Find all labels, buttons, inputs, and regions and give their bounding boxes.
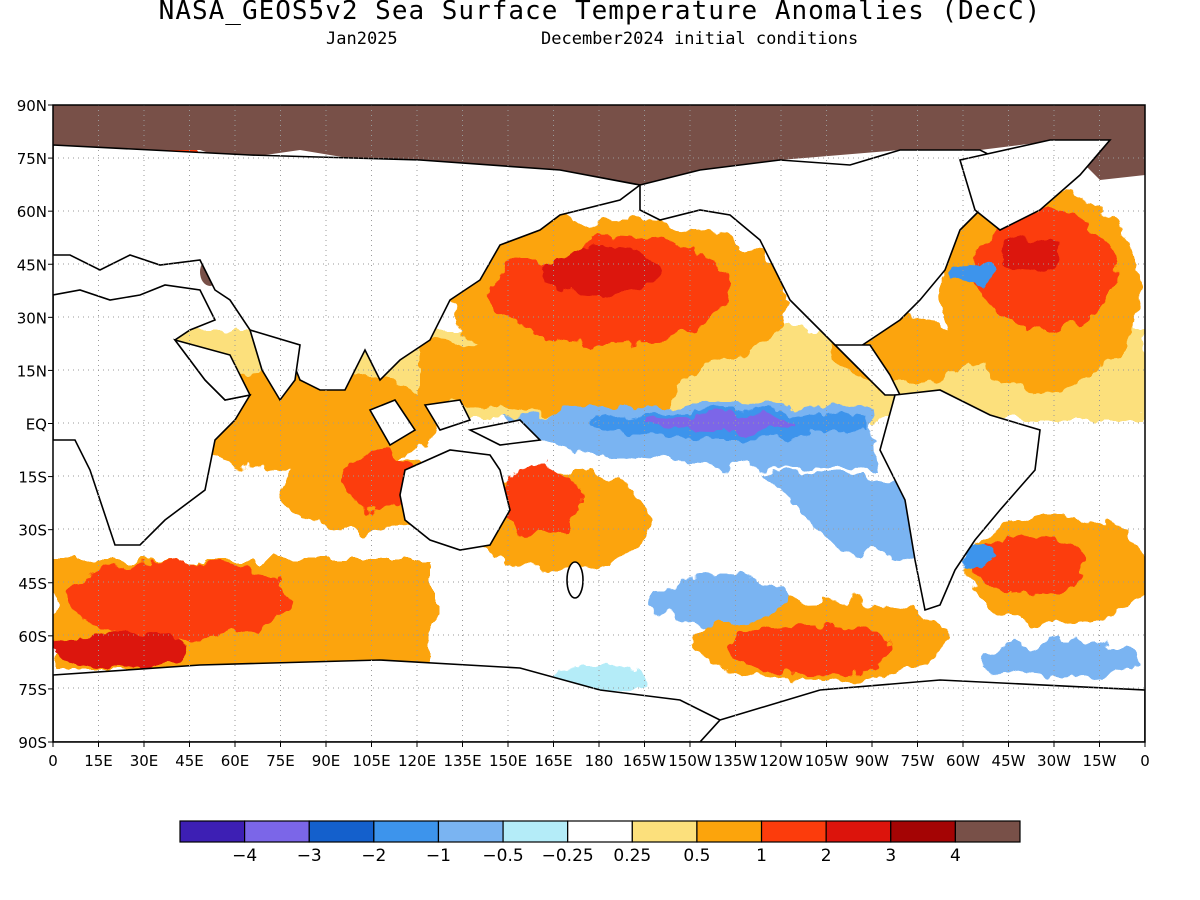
colorbar-swatch	[308, 820, 375, 843]
lat-tick-label: 60S	[18, 628, 47, 646]
lon-tick-label: 135E	[443, 752, 481, 770]
lat-tick-label: 15N	[17, 362, 47, 380]
colorbar-swatch	[373, 820, 440, 843]
indian-subcontinent	[248, 328, 301, 402]
lon-tick-label: 105W	[805, 752, 849, 770]
australia	[399, 449, 511, 551]
anomaly-field	[53, 105, 1145, 742]
lon-tick-label: 45W	[992, 752, 1026, 770]
colorbar-label: −2	[361, 846, 386, 866]
lon-tick-label: 135W	[714, 752, 758, 770]
latitude-axis: 90N 75N 60N 45N 30N 15N EQ 15S 30S 45S 60S 75S 90S	[17, 97, 53, 752]
lat-tick-label: 30N	[17, 309, 47, 327]
colorbar-swatch	[696, 820, 763, 843]
map-title: NASA_GEOS5v2 Sea Surface Temperature Ano…	[158, 0, 1042, 26]
lat-tick-label: 75S	[18, 681, 47, 699]
subtitle-initial-conditions: December2024 initial conditions	[541, 29, 859, 49]
lat-tick-label: 45N	[17, 256, 47, 274]
weddell-cool	[980, 642, 1140, 678]
colorbar-swatch	[437, 820, 504, 843]
lon-tick-label: 90W	[855, 752, 889, 770]
colorbar-label: −3	[297, 846, 322, 866]
north-atlantic-hot-core	[1000, 237, 1060, 273]
colorbar-swatch	[954, 820, 1021, 843]
colorbar-swatch	[890, 820, 956, 843]
colorbar-swatch	[179, 820, 246, 843]
lat-tick-label: EQ	[26, 416, 47, 434]
lat-tick-label: 90N	[17, 97, 47, 115]
lon-tick-label: 45E	[175, 752, 204, 770]
lon-tick-label: 180	[585, 752, 614, 770]
lon-tick-label: 60E	[221, 752, 250, 770]
colorbar-label: −0.5	[482, 846, 523, 866]
lat-tick-label: 45S	[18, 575, 47, 593]
colorbar-label: −4	[232, 846, 257, 866]
south-atlantic-cold-patch	[966, 545, 994, 565]
colorbar-label: 0.5	[683, 846, 710, 866]
colorbar-label: 1	[756, 846, 767, 866]
subtitle-valid-month: Jan2025	[326, 29, 398, 49]
lon-tick-label: 0	[1140, 752, 1150, 770]
lon-tick-label: 15W	[1083, 752, 1117, 770]
colorbar-label: 2	[821, 846, 832, 866]
lat-tick-label: 60N	[17, 203, 47, 221]
lon-tick-label: 30E	[130, 752, 159, 770]
lon-tick-label: 150E	[489, 752, 527, 770]
colorbar-label: 4	[950, 846, 961, 866]
lat-tick-label: 90S	[18, 734, 47, 752]
colorbar-swatch	[244, 820, 310, 843]
colorbar-swatch	[502, 820, 569, 843]
southeast-pacific-cool	[760, 470, 930, 560]
lat-tick-label: 30S	[18, 522, 47, 540]
colorbar-label: 0.25	[613, 846, 651, 866]
lat-tick-label: 15S	[18, 469, 47, 487]
southern-indian-hot-core	[53, 632, 190, 668]
lon-tick-label: 15E	[84, 752, 113, 770]
southern-pacific-cool	[650, 575, 790, 625]
lon-tick-label: 75W	[901, 752, 935, 770]
lon-tick-label: 90E	[312, 752, 341, 770]
lon-tick-label: 30W	[1037, 752, 1071, 770]
lon-tick-label: 150W	[668, 752, 712, 770]
lon-tick-label: 0	[48, 752, 58, 770]
lon-tick-label: 75E	[266, 752, 295, 770]
colorbar-label: 3	[885, 846, 896, 866]
indian-ocean-hot-core	[345, 450, 415, 510]
colorbar-swatch	[825, 820, 892, 843]
arabian-peninsula	[172, 338, 252, 401]
colorbar-label: −0.25	[542, 846, 594, 866]
colorbar-swatch	[760, 820, 827, 843]
cold-tongue-core	[645, 415, 795, 431]
lon-tick-label: 165E	[534, 752, 572, 770]
lon-tick-label: 60W	[946, 752, 980, 770]
longitude-axis: 0 15E 30E 45E 60E 75E 90E 105E 120E 135E 150E 165E 1…	[48, 742, 1150, 770]
colorbar-swatch	[567, 820, 633, 843]
new-zealand	[566, 561, 584, 599]
colorbar-swatch	[631, 820, 698, 843]
lat-tick-label: 75N	[17, 150, 47, 168]
lon-tick-label: 165W	[623, 752, 667, 770]
south-america	[879, 389, 1041, 612]
gulf-stream-cold-patch	[945, 265, 995, 285]
lon-tick-label: 120W	[759, 752, 803, 770]
greenland	[958, 139, 1112, 231]
lon-tick-label: 120E	[398, 752, 436, 770]
map-gridlines	[53, 105, 1145, 742]
south-pacific-hot	[500, 465, 580, 535]
colorbar: −4 −3 −2 −1 −0.5 −0.25 0.25 0.5 1 2 3 4	[179, 820, 1021, 866]
lon-tick-label: 105E	[352, 752, 390, 770]
southern-indian-hot	[70, 560, 290, 640]
southeast-pacific-hot	[730, 625, 890, 675]
eurasia	[53, 144, 642, 391]
colorbar-label: −1	[426, 846, 451, 866]
south-atlantic-hot	[975, 535, 1085, 595]
